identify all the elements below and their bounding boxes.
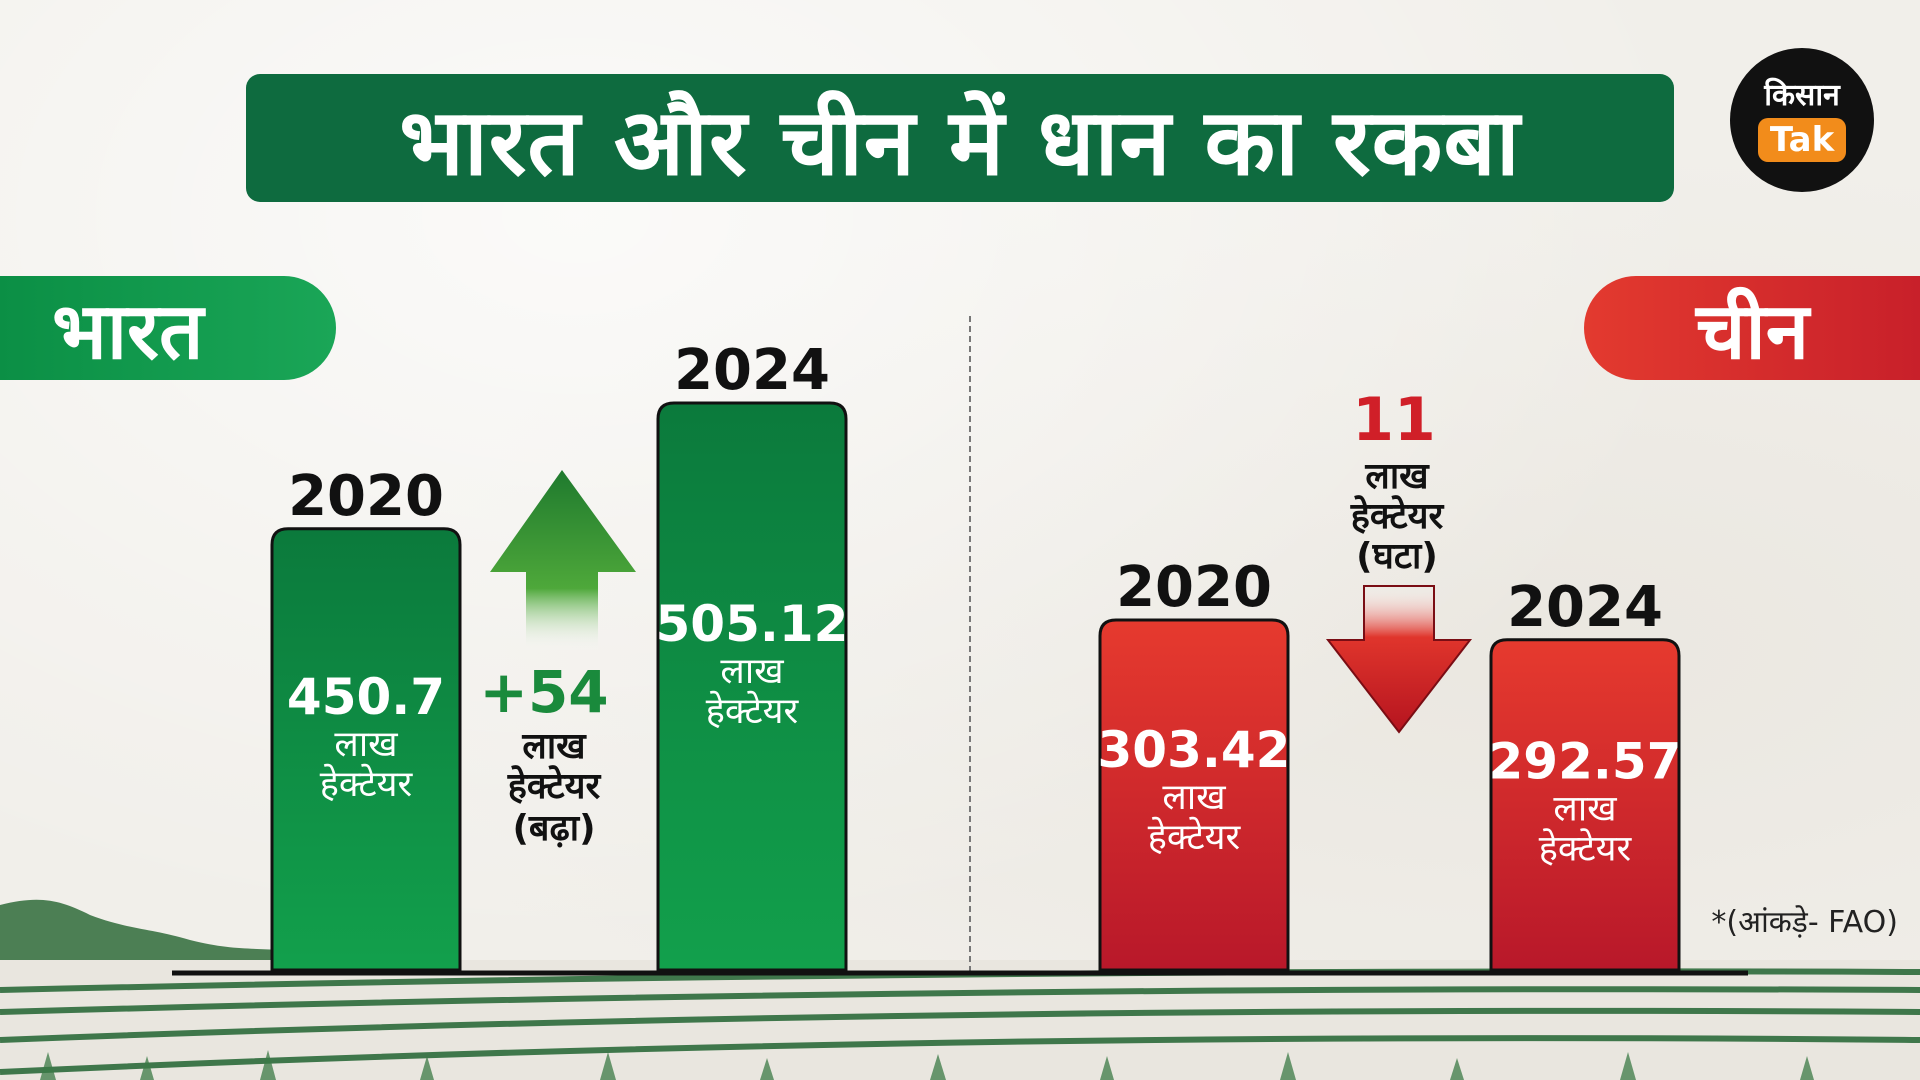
china-unit-line2-2020: हेक्टेयर — [1148, 816, 1242, 858]
india-bar-2020 — [270, 527, 462, 972]
source-note: *(आंकड़े- FAO) — [1711, 905, 1898, 940]
india-label: भारत — [0, 276, 336, 380]
india-value-label-2024: 505.12 — [656, 595, 849, 653]
china-unit-line1-2020: लाख — [1162, 777, 1226, 818]
china-change-note: (घटा) — [1356, 536, 1438, 577]
china-change-unit2: हेक्टेयर — [1350, 495, 1445, 537]
india-unit-line2-2020: हेक्टेयर — [320, 763, 414, 805]
china-bar-2024 — [1489, 638, 1681, 972]
india-change-note: (बढ़ा) — [512, 808, 595, 849]
logo-line2: Tak — [1757, 118, 1847, 162]
india-change-unit2: हेक्टेयर — [507, 765, 602, 807]
china-year-label-2024: 2024 — [1507, 575, 1663, 640]
panel-divider — [969, 316, 971, 972]
india-year-label-2020: 2020 — [288, 464, 444, 529]
increase-arrow-icon — [490, 470, 636, 652]
decrease-arrow-icon — [1325, 585, 1473, 734]
india-unit-line1-2020: लाख — [334, 724, 398, 765]
china-change-unit1: लाख — [1364, 456, 1430, 497]
china-year-label-2020: 2020 — [1116, 555, 1272, 620]
kisan-tak-logo: किसान Tak — [1730, 48, 1874, 192]
china-value-label-2020: 303.42 — [1098, 721, 1291, 779]
logo-line1: किसान — [1764, 78, 1840, 113]
india-change-unit1: लाख — [521, 726, 587, 767]
india-year-label-2024: 2024 — [674, 338, 830, 403]
china-unit-line2-2024: हेक्टेयर — [1539, 827, 1633, 869]
india-change-value: +54 — [479, 658, 608, 726]
india-unit-line1-2024: लाख — [720, 651, 784, 692]
china-change-value: 11 — [1352, 385, 1436, 455]
china-bar-2020 — [1098, 618, 1290, 972]
india-value-label-2020: 450.7 — [287, 668, 445, 726]
china-unit-line1-2024: लाख — [1553, 788, 1617, 829]
india-unit-line2-2024: हेक्टेयर — [706, 690, 800, 732]
china-value-label-2024: 292.57 — [1489, 732, 1682, 790]
page-title: भारत और चीन में धान का रकबा — [246, 74, 1674, 202]
china-label: चीन — [1584, 276, 1920, 380]
india-bar-2024 — [656, 401, 848, 972]
